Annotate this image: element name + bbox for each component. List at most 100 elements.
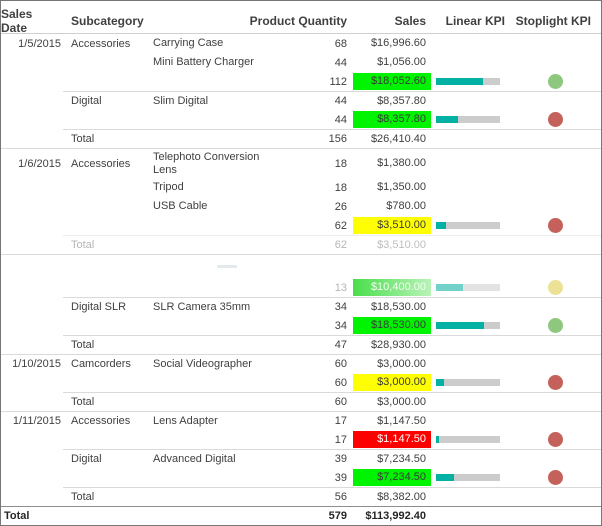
stoplight-indicator (547, 375, 563, 390)
sales-value: $1,147.50 (377, 414, 426, 427)
sales-date-cell (1, 129, 63, 148)
sales-date-cell (1, 53, 63, 72)
stoplight-kpi-cell (509, 72, 601, 91)
quantity-cell: 60 (295, 392, 353, 411)
stoplight-kpi-cell (509, 216, 601, 235)
quantity-cell: 34 (334, 319, 347, 332)
table-row: 1/11/2015 Accessories Lens Adapter 17 $1… (1, 411, 601, 430)
table-row: Mini Battery Charger 44 $1,056.00 (1, 53, 601, 72)
stoplight-kpi-cell (509, 487, 601, 506)
stoplight-kpi-cell (509, 235, 601, 254)
product-cell: USB Cable (147, 197, 295, 216)
product-cell (147, 392, 295, 411)
stoplight-kpi-cell (509, 110, 601, 129)
table-row: 1/10/2015 Camcorders Social Videographer… (1, 354, 601, 373)
stoplight-kpi-cell (509, 373, 601, 392)
product-cell: Tripod (147, 178, 295, 197)
linear-kpi-gauge (436, 284, 500, 291)
sales-value: $8,357.80 (377, 94, 426, 107)
sales-value: $18,530.00 (353, 317, 431, 334)
sales-date-cell (1, 254, 63, 278)
stoplight-kpi-cell (509, 278, 601, 297)
quantity-cell: 17 (295, 411, 353, 430)
product-cell: Mini Battery Charger (147, 53, 295, 72)
table-row: Total 62 $3,510.00 (1, 235, 601, 254)
table-row: Total 56 $8,382.00 (1, 487, 601, 506)
product-cell: Lens Adapter (147, 411, 295, 430)
linear-kpi-gauge (436, 222, 500, 229)
stoplight-kpi-cell (509, 129, 601, 148)
quantity-cell: 47 (295, 335, 353, 354)
product-cell: Advanced Digital (147, 449, 295, 468)
table-row: Digital Advanced Digital 39 $7,234.50 (1, 449, 601, 468)
product-cell (147, 373, 295, 392)
sales-date-cell: 1/5/2015 (18, 37, 61, 50)
product-label: Lens Adapter (153, 414, 218, 427)
linear-kpi-cell (431, 148, 509, 178)
linear-kpi-cell (431, 129, 509, 148)
linear-kpi-cell (431, 430, 509, 449)
quantity-cell: 17 (334, 433, 347, 446)
sales-date-cell (1, 487, 63, 506)
product-label: Carrying Case (153, 37, 224, 49)
table-row: 13 $10,400.00 (1, 278, 601, 297)
linear-kpi-gauge-fill (436, 379, 444, 386)
linear-kpi-gauge (436, 379, 500, 386)
sales-cell: $113,992.40 (353, 506, 431, 525)
linear-kpi-cell (431, 487, 509, 506)
sales-cell: $28,930.00 (353, 335, 431, 354)
sales-date-cell (1, 72, 63, 91)
sales-value: $18,052.60 (353, 73, 431, 90)
subcategory-cell (63, 197, 147, 216)
stoplight-kpi-cell (509, 148, 601, 178)
sales-cell: $1,380.00 (353, 148, 431, 178)
table-body: 1/5/2015 Accessories Carrying Case 68 $1… (1, 34, 601, 525)
sales-date-cell: 1/11/2015 (1, 411, 63, 430)
stoplight-kpi-cell (509, 316, 601, 335)
sales-value: $1,350.00 (377, 181, 426, 193)
quantity-cell: 26 (334, 200, 347, 213)
product-cell (147, 316, 295, 335)
table-row: 62 $3,510.00 (1, 216, 601, 235)
linear-kpi-cell (431, 235, 509, 254)
quantity-cell: 62 (295, 235, 353, 254)
product-label: Advanced Digital (153, 452, 236, 465)
sales-cell: $8,357.80 (353, 110, 431, 129)
table-row: 34 $18,530.00 (1, 316, 601, 335)
sales-cell: $3,000.00 (353, 373, 431, 392)
product-cell: Social Videographer (147, 354, 295, 373)
table-row: USB Cable 26 $780.00 (1, 197, 601, 216)
subcategory-cell: Digital (63, 449, 147, 468)
sales-date-cell (1, 278, 63, 297)
product-cell: SLR Camera 35mm (147, 297, 295, 316)
quantity-cell: 44 (295, 91, 353, 110)
linear-kpi-gauge (436, 322, 500, 329)
sales-value: $26,410.40 (370, 132, 426, 145)
sales-value: $3,000.00 (353, 374, 431, 391)
subcategory-cell (63, 53, 147, 72)
subcategory-cell (63, 178, 147, 197)
sales-cell: $26,410.40 (353, 129, 431, 148)
linear-kpi-cell (431, 254, 509, 278)
sales-cell: $1,147.50 (353, 430, 431, 449)
sales-date-cell (1, 235, 63, 254)
product-cell: Telephoto Conversion Lens (147, 148, 295, 178)
subcategory-cell: Total (63, 487, 147, 506)
table-row: Digital SLR SLR Camera 35mm 34 $18,530.0… (1, 297, 601, 316)
table-row: Total 60 $3,000.00 (1, 392, 601, 411)
quantity-cell: 18 (334, 181, 347, 194)
sales-cell: $7,234.50 (353, 449, 431, 468)
table-row: Tripod 18 $1,350.00 (1, 178, 601, 197)
sales-value (353, 258, 431, 275)
subcategory-cell (63, 316, 147, 335)
linear-kpi-gauge-fill (436, 322, 484, 329)
subcategory-cell: Camcorders (63, 354, 147, 373)
linear-kpi-cell (431, 411, 509, 430)
subcategory-cell (63, 72, 147, 91)
linear-kpi-cell (431, 197, 509, 216)
linear-kpi-gauge-fill (436, 436, 439, 443)
product-cell (147, 278, 295, 297)
product-cell (147, 468, 295, 487)
stoplight-indicator (547, 112, 563, 127)
column-header-linear-kpi: Linear KPI (445, 14, 505, 28)
